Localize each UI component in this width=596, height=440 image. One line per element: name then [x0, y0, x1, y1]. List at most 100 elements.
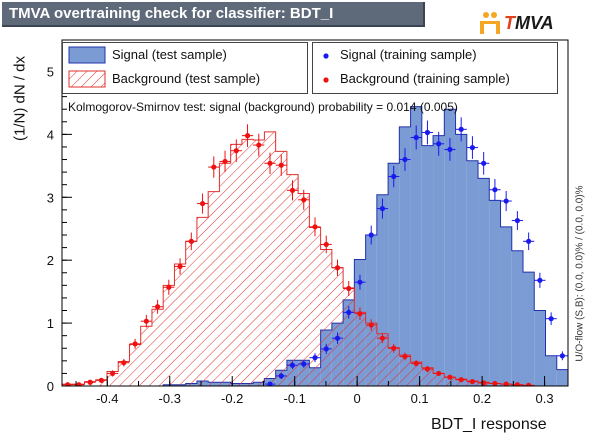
signal-train-point	[413, 134, 419, 141]
x-tick-label: 0.2	[473, 391, 491, 406]
signal-train-point	[289, 362, 296, 368]
background-test-bar	[230, 144, 242, 386]
signal-test-bar	[478, 178, 490, 386]
background-test-bar	[151, 309, 164, 386]
overflow-annotation: U/O-flow (S,B): (0.0, 0.0)% / (0.0, 0.0)…	[574, 185, 586, 362]
signal-train-point	[503, 198, 509, 204]
background-training-points	[62, 124, 535, 386]
background-train-point	[65, 382, 71, 386]
background-test-bar	[354, 312, 366, 386]
background-train-point	[222, 158, 228, 165]
background-train-point	[98, 377, 104, 383]
signal-test-bar	[534, 310, 546, 386]
background-test-bar	[331, 267, 344, 386]
x-tick-label: 0	[354, 391, 361, 406]
background-test-bar	[106, 371, 119, 386]
signal-train-point	[469, 144, 476, 151]
background-test-bar	[140, 326, 152, 386]
y-tick-label: 0	[47, 379, 54, 394]
background-train-point	[391, 345, 397, 351]
signal-test-bar	[444, 109, 456, 386]
signal-test-bar	[388, 163, 400, 386]
signal-train-point	[379, 205, 386, 212]
background-test-bar	[444, 377, 456, 386]
x-tick-label: -0.2	[221, 391, 243, 406]
y-axis-title: (1/N) dN / dx	[11, 55, 29, 142]
signal-train-point	[436, 141, 442, 147]
background-train-point	[267, 160, 273, 166]
y-axis: 0 1 2 3 4 5	[47, 45, 72, 394]
signal-train-point	[514, 217, 521, 224]
y-tick-label: 3	[47, 190, 54, 205]
background-train-point	[121, 360, 127, 366]
background-test-bar	[208, 191, 220, 386]
title-bar: TMVA overtraining check for classifier: …	[2, 2, 425, 27]
signal-train-point	[526, 238, 532, 244]
background-test-bar	[163, 285, 175, 386]
signal-train-point	[458, 126, 464, 132]
x-axis-title: BDT_I response	[431, 416, 547, 433]
background-train-point	[312, 224, 318, 230]
background-train-point	[357, 311, 363, 317]
background-train-point	[436, 370, 442, 377]
signal-train-point	[424, 129, 431, 136]
signal-train-point	[548, 316, 554, 322]
signal-test-bar	[500, 226, 512, 386]
legend-signal-test-swatch	[68, 46, 106, 64]
signal-train-point	[492, 187, 498, 193]
signal-train-point	[267, 381, 273, 386]
background-test-bar	[320, 249, 332, 386]
signal-test-bar	[556, 369, 568, 386]
background-test-bar	[376, 333, 389, 386]
signal-test-bar	[489, 200, 501, 386]
tmva-logo-text: TMVA	[504, 13, 554, 33]
signal-train-point	[391, 173, 397, 180]
background-train-point	[87, 379, 93, 385]
background-train-point	[334, 265, 341, 271]
background-train-point	[278, 162, 284, 168]
signal-train-point	[402, 156, 408, 163]
signal-test-bar	[433, 135, 445, 386]
legend-signal-train-marker	[323, 53, 329, 59]
signal-train-point	[301, 361, 307, 367]
background-test-bar	[275, 151, 287, 386]
background-train-point	[447, 374, 453, 380]
plot-frame	[61, 39, 569, 387]
background-test-bar	[433, 373, 445, 386]
x-axis: -0.4 -0.3 -0.2 -0.1 0 0.1 0.2 0.3	[75, 376, 554, 406]
background-test-bar	[185, 241, 197, 386]
signal-train-point	[559, 353, 565, 359]
signal-train-point	[323, 346, 329, 352]
y-tick-label: 5	[47, 64, 54, 79]
y-tick-label: 2	[47, 253, 54, 268]
background-test-bar	[298, 193, 310, 386]
ks-test-annotation: Kolmogorov-Smirnov test: signal (backgro…	[68, 100, 458, 114]
signal-test-bar	[545, 355, 557, 386]
signal-train-point	[346, 309, 352, 315]
background-test-bar	[365, 323, 377, 386]
background-test-bar	[388, 347, 400, 386]
y-tick-label: 1	[47, 316, 54, 331]
signal-train-point	[537, 277, 543, 283]
background-train-point	[256, 142, 262, 148]
background-test-bar	[399, 355, 411, 386]
signal-train-point	[357, 279, 363, 285]
signal-test-bar	[511, 250, 524, 386]
signal-train-point	[447, 146, 453, 153]
background-train-point	[346, 285, 352, 292]
background-train-point	[233, 148, 239, 154]
background-train-point	[301, 197, 307, 203]
background-test-bar	[241, 139, 254, 386]
background-train-point	[177, 263, 183, 270]
signal-test-bar	[399, 126, 411, 386]
background-test-bar	[455, 379, 467, 386]
background-train-point	[424, 366, 431, 372]
background-train-point	[166, 284, 172, 290]
signal-train-point	[312, 355, 318, 361]
background-train-point	[526, 382, 532, 386]
background-train-point	[199, 200, 206, 207]
background-train-point	[379, 335, 386, 341]
background-test-bar	[196, 217, 209, 386]
background-test-bar	[343, 287, 355, 386]
background-test-bar	[264, 131, 276, 386]
